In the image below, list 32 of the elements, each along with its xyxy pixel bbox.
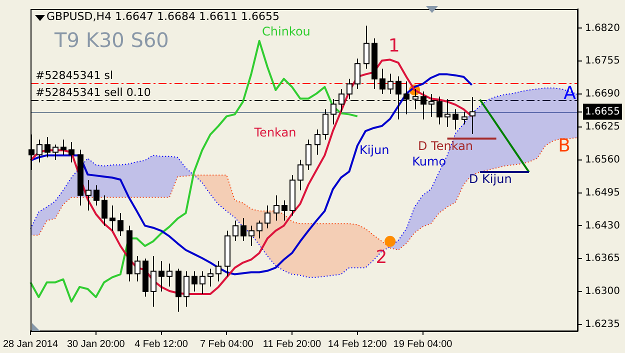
annotation: Kumo xyxy=(412,154,446,168)
x-tick-label: 28 Jan 2014 xyxy=(2,338,58,350)
y-tick-label: 1.6690 xyxy=(585,88,620,100)
y-tick-label: 1.6755 xyxy=(585,56,620,67)
text: Tenkan xyxy=(253,125,296,140)
y-tick-label: 1.6560 xyxy=(585,154,620,166)
series-label: B xyxy=(558,135,570,156)
series-label: D Kijun xyxy=(469,172,512,186)
series-label: A xyxy=(564,83,577,104)
y-tick-label: 1.6365 xyxy=(585,253,620,264)
y-tick-label: 1.6300 xyxy=(585,286,620,298)
x-tick-label: 11 Feb 20:00 xyxy=(262,338,322,350)
y-tick-label: 1.6655 xyxy=(585,106,620,118)
x-tick-label: 19 Feb 04:00 xyxy=(393,338,453,350)
ref-line-label: #52845341 sell 0.10 xyxy=(36,86,151,99)
y-tick-label: 1.6820 xyxy=(585,22,620,34)
annotation: 2 xyxy=(376,246,388,268)
y-tick-label: 1.6495 xyxy=(585,187,620,198)
x-tick-label: 14 Feb 12:00 xyxy=(328,338,388,350)
text: T9 K30 S60 xyxy=(54,28,169,52)
series-label: Chinkou xyxy=(262,24,310,38)
annotation: 1 xyxy=(388,35,400,56)
series-label: Kijun xyxy=(359,143,390,158)
chart-title: GBPUSD,H4 1.6647 1.6684 1.6611 1.6655 xyxy=(46,10,280,23)
x-tick-label: 30 Jan 20:00 xyxy=(66,338,126,350)
x-tick-label: 4 Feb 12:00 xyxy=(134,338,188,350)
x-tick-label: 7 Feb 04:00 xyxy=(200,338,254,350)
y-tick-label: 1.6625 xyxy=(585,122,620,133)
series-label: D Tenkan xyxy=(418,138,474,153)
y-tick-label: 1.6430 xyxy=(585,220,620,232)
y-tick-label: 1.6235 xyxy=(585,319,620,330)
ref-line-label: #52845341 sl xyxy=(36,68,114,82)
